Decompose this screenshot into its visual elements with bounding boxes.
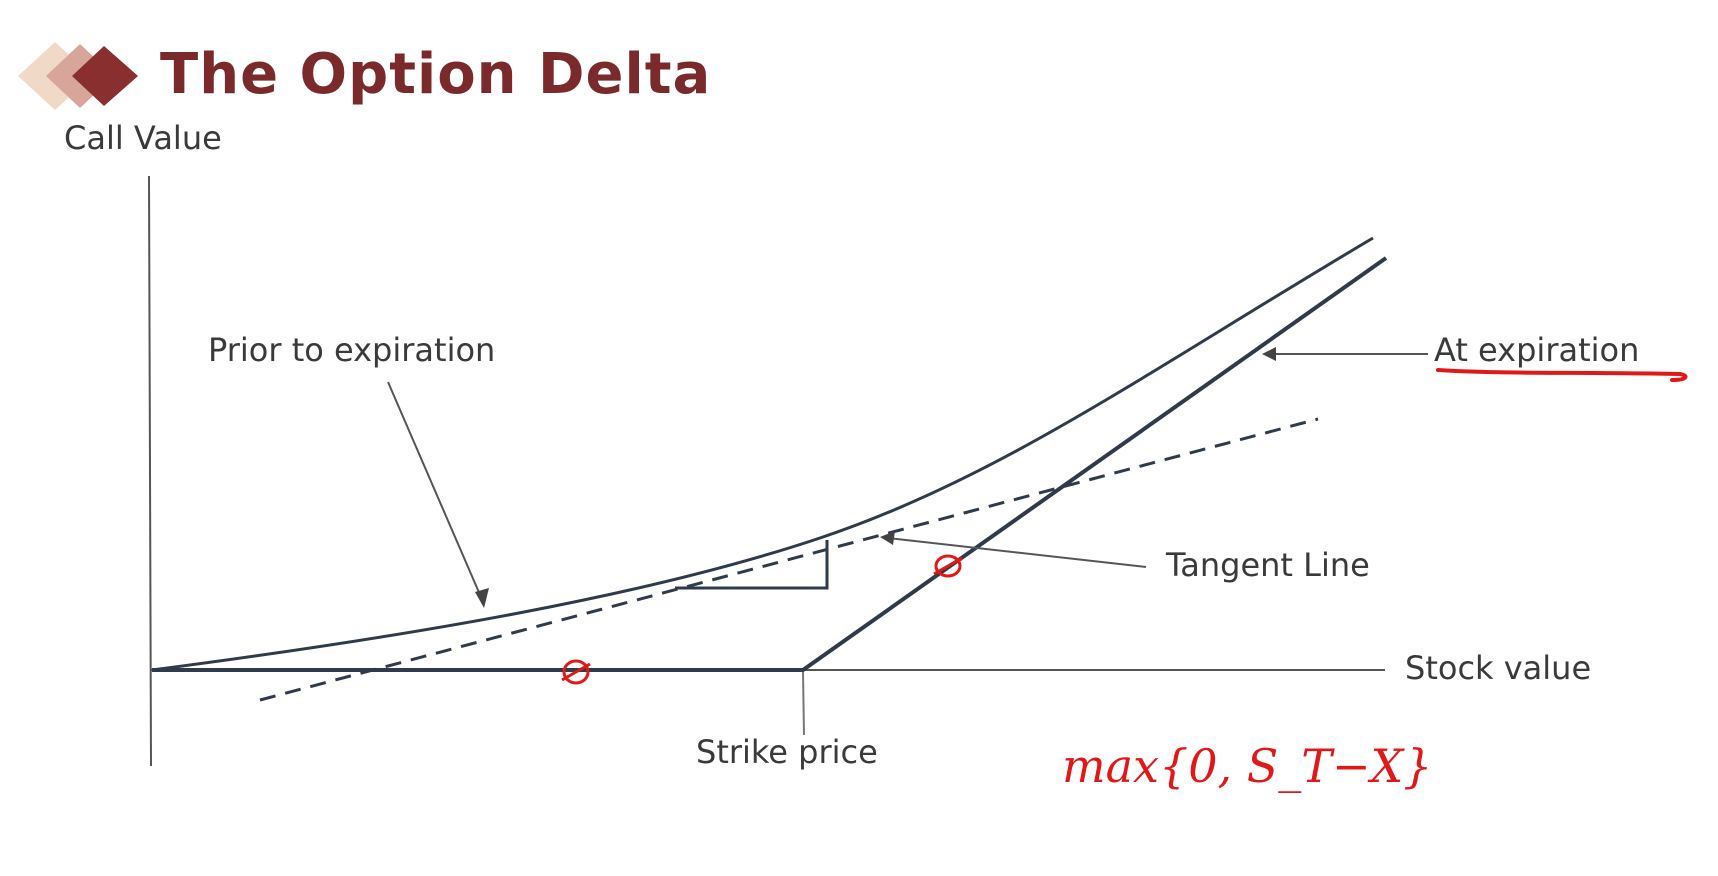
- y-axis: [148, 175, 152, 767]
- tangent-line: [259, 417, 1319, 702]
- unit-slope-mark-stroke: [933, 556, 963, 576]
- at-expiration-underline: [1436, 368, 1688, 382]
- strike-price-label: Strike price: [696, 733, 878, 771]
- strike-price-tick: [802, 671, 805, 736]
- y-axis-label: Call Value: [64, 119, 222, 157]
- zero-slope-mark: [562, 659, 590, 685]
- tangent-pointer-arrowhead: [880, 531, 895, 545]
- zero-slope-mark-stroke: [561, 662, 591, 682]
- stacked-diamonds-icon: [18, 42, 138, 110]
- x-axis-label: Stock value: [1405, 649, 1592, 687]
- tangent-pointer: [887, 537, 1147, 568]
- unit-slope-mark: [934, 554, 962, 578]
- at-expiration-label: At expiration: [1434, 331, 1640, 369]
- prior-pointer-arrowhead: [475, 588, 489, 608]
- tangent-line-label: Tangent Line: [1166, 546, 1370, 584]
- prior-to-expiration-label: Prior to expiration: [208, 331, 496, 369]
- prior-to-expiration-curve: [151, 236, 1374, 672]
- prior-pointer: [387, 381, 485, 605]
- slope-triangle: [675, 540, 829, 590]
- slide-title: The Option Delta: [160, 42, 712, 107]
- handwritten-formula: max{0, S_T−X}: [1062, 739, 1433, 793]
- at-expiration-pointer-arrowhead: [1262, 347, 1276, 361]
- at-expiration-line: [152, 256, 1388, 672]
